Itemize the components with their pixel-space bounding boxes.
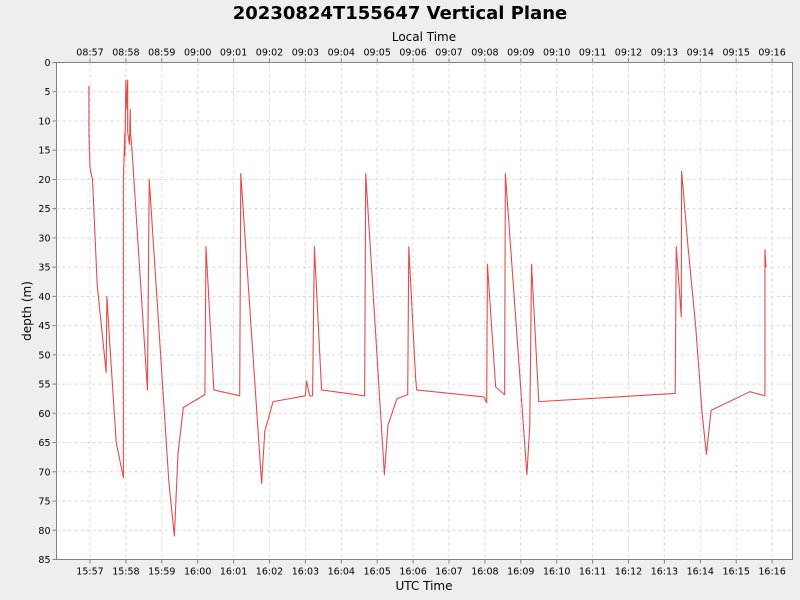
x-tick-label: 16:01 [220, 567, 247, 578]
x-tick-label: 16:14 [687, 567, 714, 578]
x-tick-label: 16:09 [507, 567, 534, 578]
y-tick-label: 15 [38, 146, 50, 157]
grid-lines [56, 62, 793, 560]
y-tick-label: 20 [38, 175, 50, 186]
x-tick-label: 15:59 [148, 567, 175, 578]
plot-area [56, 62, 793, 560]
depth-series-line [88, 79, 767, 537]
y-tick-label: 35 [38, 263, 50, 274]
y-tick-label: 75 [38, 497, 50, 508]
x-tick-label: 15:58 [112, 567, 139, 578]
x-tick-label: 16:16 [758, 567, 785, 578]
x2-tick-label: 09:01 [220, 48, 247, 59]
y-tick-label: 40 [38, 292, 50, 303]
x-tick-label: 16:10 [543, 567, 570, 578]
x2-tick-label: 08:59 [148, 48, 175, 59]
x2-tick-label: 09:00 [184, 48, 211, 59]
x-tick-label: 16:03 [292, 567, 319, 578]
x2-tick-label: 09:09 [507, 48, 534, 59]
series-layer [88, 79, 767, 537]
x-tick-label: 16:07 [435, 567, 462, 578]
x-tick-label: 16:13 [651, 567, 678, 578]
x2-axis-label: Local Time [392, 30, 456, 44]
chart-title: 20230824T155647 Vertical Plane [233, 3, 567, 24]
x-tick-label: 16:04 [328, 567, 355, 578]
x2-tick-label: 08:58 [112, 48, 139, 59]
x2-tick-label: 09:04 [328, 48, 355, 59]
x-tick-label: 16:06 [399, 567, 426, 578]
y-tick-label: 65 [38, 438, 50, 449]
x2-tick-label: 09:14 [687, 48, 714, 59]
x-tick-label: 16:05 [364, 567, 391, 578]
x2-tick-label: 09:07 [435, 48, 462, 59]
x-tick-label: 16:12 [615, 567, 642, 578]
x2-tick-label: 09:02 [256, 48, 283, 59]
x-tick-label: 16:02 [256, 567, 283, 578]
y-tick-label: 45 [38, 321, 50, 332]
x2-tick-label: 09:13 [651, 48, 678, 59]
x2-tick-label: 09:03 [292, 48, 319, 59]
axis-ticks: 0 5 10 15 20 25 30 35 40 45 50 55 60 65 70 75 80 85 15:57 0… [38, 48, 785, 578]
x2-tick-label: 09:16 [758, 48, 785, 59]
x2-tick-label: 09:05 [364, 48, 391, 59]
x2-tick-label: 09:15 [723, 48, 750, 59]
x2-tick-label: 09:12 [615, 48, 642, 59]
y-tick-label: 25 [38, 204, 50, 215]
y-tick-label: 80 [38, 526, 50, 537]
x2-tick-label: 09:10 [543, 48, 570, 59]
y-tick-label: 30 [38, 233, 50, 244]
y-tick-label: 85 [38, 555, 50, 566]
y-tick-label: 5 [44, 87, 50, 98]
y-tick-label: 0 [44, 58, 50, 69]
x-axis-label: UTC Time [396, 579, 453, 593]
x-tick-label: 15:57 [76, 567, 103, 578]
x2-tick-label: 09:06 [399, 48, 426, 59]
x-tick-label: 16:08 [471, 567, 498, 578]
y-tick-label: 50 [38, 350, 50, 361]
x2-tick-label: 08:57 [76, 48, 103, 59]
x2-tick-label: 09:11 [579, 48, 606, 59]
x2-tick-label: 09:08 [471, 48, 498, 59]
y-tick-label: 60 [38, 409, 50, 420]
y-tick-label: 55 [38, 380, 50, 391]
x-tick-label: 16:15 [723, 567, 750, 578]
x-tick-label: 16:11 [579, 567, 606, 578]
y-tick-label: 70 [38, 467, 50, 478]
y-axis-label: depth (m) [20, 281, 34, 341]
y-tick-label: 10 [38, 116, 50, 127]
x-tick-label: 16:00 [184, 567, 211, 578]
